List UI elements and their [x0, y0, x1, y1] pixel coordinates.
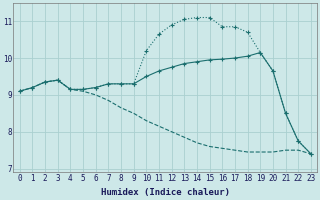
X-axis label: Humidex (Indice chaleur): Humidex (Indice chaleur)	[101, 188, 230, 197]
